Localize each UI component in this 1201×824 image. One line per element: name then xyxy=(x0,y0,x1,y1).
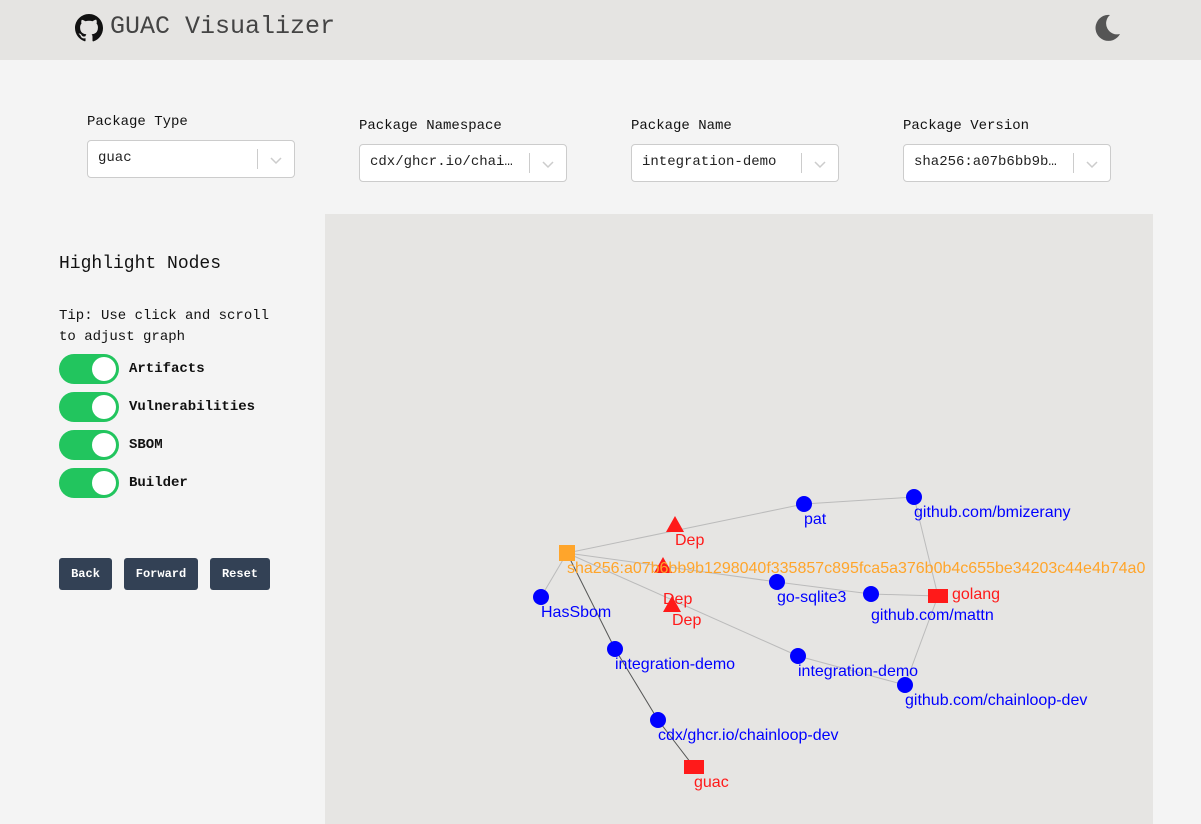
toggle-builder[interactable]: Builder xyxy=(59,468,188,498)
graph-edge xyxy=(566,552,778,583)
graph-node-label: go-sqlite3 xyxy=(777,589,846,606)
package-name-select[interactable]: integration-demo xyxy=(631,144,839,182)
graph-svg[interactable]: sha256:a07b6bb9b1298040f335857c895fca5a3… xyxy=(325,214,1153,824)
graph-node-label: guac xyxy=(694,774,729,791)
graph-edge xyxy=(566,552,799,657)
graph-node-circle[interactable] xyxy=(796,496,812,512)
graph-edge xyxy=(566,552,616,650)
graph-node-label: Dep xyxy=(663,591,692,608)
package-version-select[interactable]: sha256:a07b6bb9b1298040f335857c895fca5a3… xyxy=(903,144,1111,182)
package-namespace-label: Package Namespace xyxy=(359,118,502,134)
graph-node-circle[interactable] xyxy=(863,586,879,602)
switch[interactable] xyxy=(59,430,119,460)
graph-node-rect[interactable] xyxy=(928,589,948,603)
chevron-down-icon xyxy=(542,161,554,169)
toggle-artifacts[interactable]: Artifacts xyxy=(59,354,205,384)
forward-button[interactable]: Forward xyxy=(124,558,198,590)
toggle-label: Vulnerabilities xyxy=(129,399,256,415)
selected-value: guac xyxy=(98,150,132,166)
selected-value: sha256:a07b6bb9b1298040f335857c895fca5a3… xyxy=(914,154,1064,170)
graph-node-circle[interactable] xyxy=(906,489,922,505)
package-name-label: Package Name xyxy=(631,118,732,134)
toggle-vulnerabilities[interactable]: Vulnerabilities xyxy=(59,392,255,422)
graph-node-circle[interactable] xyxy=(533,589,549,605)
graph-node-label: cdx/ghcr.io/chainloop-dev xyxy=(658,727,839,744)
graph-node-label: github.com/chainloop-dev xyxy=(905,692,1087,709)
package-type-label: Package Type xyxy=(87,114,188,130)
tip-text: Tip: Use click and scroll to adjust grap… xyxy=(59,308,270,345)
switch[interactable] xyxy=(59,468,119,498)
graph-node-triangle[interactable] xyxy=(654,557,672,573)
toggle-label: Artifacts xyxy=(129,361,205,377)
package-namespace-select[interactable]: cdx/ghcr.io/chainloop-dev xyxy=(359,144,567,182)
header: GUAC Visualizer xyxy=(0,0,1201,60)
app-title: GUAC Visualizer xyxy=(110,12,336,41)
graph-edge xyxy=(904,595,939,686)
back-button[interactable]: Back xyxy=(59,558,112,590)
graph-node-circle[interactable] xyxy=(607,641,623,657)
graph-node-circle[interactable] xyxy=(790,648,806,664)
selected-value: cdx/ghcr.io/chainloop-dev xyxy=(370,154,520,170)
graph-edge xyxy=(870,593,939,597)
graph-node-label: HasSbom xyxy=(541,604,611,621)
package-type-field: Package Type guac xyxy=(87,114,295,178)
toggle-label: Builder xyxy=(129,475,188,491)
graph-node-circle[interactable] xyxy=(897,677,913,693)
graph-node-square[interactable] xyxy=(559,545,575,561)
graph-edge xyxy=(566,503,805,554)
toggle-sbom[interactable]: SBOM xyxy=(59,430,163,460)
graph-canvas[interactable]: sha256:a07b6bb9b1298040f335857c895fca5a3… xyxy=(325,214,1153,824)
package-version-field: Package Version sha256:a07b6bb9b1298040f… xyxy=(903,118,1111,182)
graph-node-circle[interactable] xyxy=(650,712,666,728)
package-name-field: Package Name integration-demo xyxy=(631,118,839,182)
graph-node-label: golang xyxy=(952,586,1000,603)
chevron-down-icon xyxy=(270,157,282,165)
graph-node-circle[interactable] xyxy=(769,574,785,590)
graph-node-label: github.com/bmizerany xyxy=(914,504,1071,521)
switch[interactable] xyxy=(59,354,119,384)
graph-node-label: Dep xyxy=(675,532,704,549)
graph-node-triangle[interactable] xyxy=(666,516,684,532)
graph-node-triangle[interactable] xyxy=(663,596,681,612)
graph-node-label: Dep xyxy=(672,612,701,629)
graph-edge xyxy=(614,648,659,721)
switch[interactable] xyxy=(59,392,119,422)
graph-edge xyxy=(797,655,906,686)
moon-icon[interactable] xyxy=(1090,12,1122,44)
selected-value: integration-demo xyxy=(642,154,777,170)
package-namespace-field: Package Namespace cdx/ghcr.io/chainloop-… xyxy=(359,118,567,182)
package-version-label: Package Version xyxy=(903,118,1030,134)
graph-node-label: pat xyxy=(804,511,827,528)
chevron-down-icon xyxy=(814,161,826,169)
graph-edge xyxy=(913,496,939,597)
graph-node-label: sha256:a07b6bb9b1298040f335857c895fca5a3… xyxy=(567,560,1145,577)
graph-node-label: integration-demo xyxy=(615,656,735,673)
graph-node-rect[interactable] xyxy=(684,760,704,774)
reset-button[interactable]: Reset xyxy=(210,558,270,590)
graph-edge xyxy=(803,496,915,505)
highlight-nodes-title: Highlight Nodes xyxy=(59,254,222,274)
chevron-down-icon xyxy=(1086,161,1098,169)
graph-edge xyxy=(776,581,872,595)
github-icon[interactable] xyxy=(75,14,103,42)
graph-edge xyxy=(657,719,695,768)
package-type-select[interactable]: guac xyxy=(87,140,295,178)
graph-node-label: github.com/mattn xyxy=(871,607,994,624)
toggle-label: SBOM xyxy=(129,437,163,453)
graph-node-label: integration-demo xyxy=(798,663,918,680)
